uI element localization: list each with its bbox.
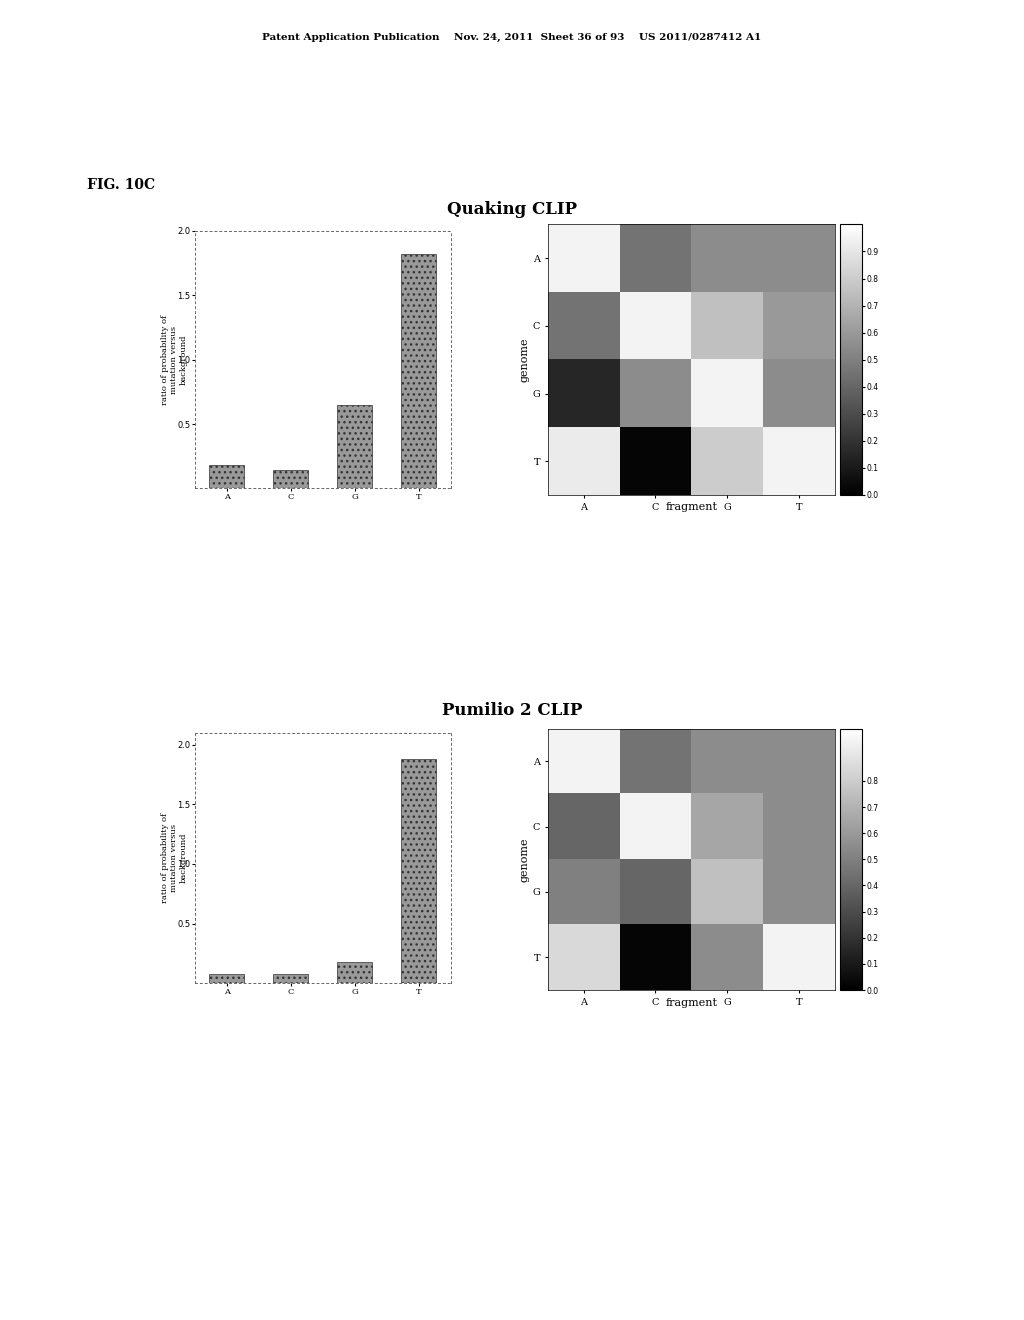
Text: Quaking CLIP: Quaking CLIP [447, 201, 577, 218]
Y-axis label: ratio of probability of
mutation versus
background: ratio of probability of mutation versus … [162, 314, 187, 405]
Text: Pumilio 2 CLIP: Pumilio 2 CLIP [441, 702, 583, 719]
Bar [209, 974, 244, 983]
Text: fragment: fragment [666, 998, 717, 1008]
Bar [273, 974, 308, 983]
Bar [337, 962, 372, 983]
Y-axis label: ratio of probability of
mutation versus
background: ratio of probability of mutation versus … [162, 813, 187, 903]
Text: FIG. 10C: FIG. 10C [87, 178, 156, 193]
Bar [337, 405, 372, 488]
Text: Patent Application Publication    Nov. 24, 2011  Sheet 36 of 93    US 2011/02874: Patent Application Publication Nov. 24, … [262, 33, 762, 42]
Bar [273, 470, 308, 488]
Bar [209, 465, 244, 488]
Bar [401, 759, 436, 983]
Y-axis label: genome: genome [519, 837, 529, 882]
Text: fragment: fragment [666, 502, 717, 512]
Y-axis label: genome: genome [519, 338, 529, 381]
Bar [401, 255, 436, 488]
